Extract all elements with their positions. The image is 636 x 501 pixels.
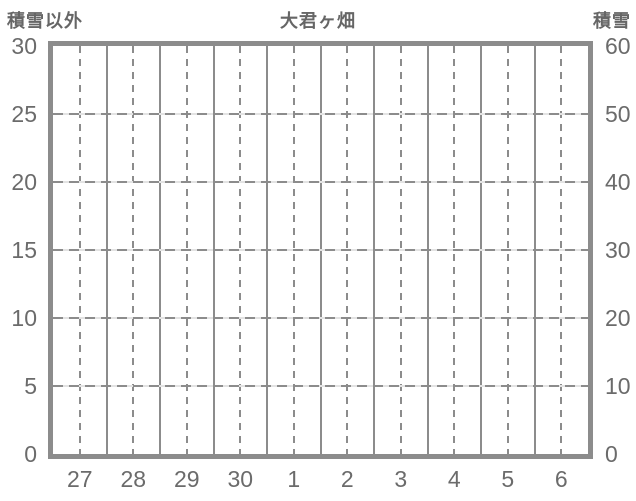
x-tick-label: 5	[501, 466, 515, 492]
x-tick-label: 1	[287, 466, 301, 492]
plot-area	[53, 46, 588, 454]
y-left-tick-label: 25	[11, 101, 37, 127]
y-left-tick-label: 30	[11, 33, 37, 59]
y-left-tick-label: 15	[11, 237, 37, 263]
y-right-tick-label: 50	[605, 101, 631, 127]
y-right-tick-label: 0	[605, 441, 618, 467]
y-right-tick-label: 20	[605, 305, 631, 331]
chart-title: 大君ヶ畑	[280, 11, 356, 31]
y-left-tick-label: 5	[24, 373, 37, 399]
x-tick-label: 28	[120, 466, 147, 492]
y-left-tick-label: 10	[11, 305, 37, 331]
plot-frame	[48, 41, 593, 459]
x-tick-label: 27	[66, 466, 93, 492]
h-gridline	[53, 181, 588, 183]
y-right-tick-label: 10	[605, 373, 631, 399]
x-tick-label: 6	[554, 466, 568, 492]
y-right-tick-label: 40	[605, 169, 631, 195]
y-right-tick-label: 30	[605, 237, 631, 263]
h-gridline	[53, 317, 588, 319]
h-gridline	[53, 113, 588, 115]
x-tick-label: 3	[394, 466, 408, 492]
x-tick-label: 4	[447, 466, 461, 492]
x-tick-label: 30	[227, 466, 254, 492]
x-tick-label: 2	[340, 466, 354, 492]
y-right-tick-label: 60	[605, 33, 631, 59]
right-axis-title: 積雪	[593, 11, 631, 31]
y-left-tick-label: 20	[11, 169, 37, 195]
y-left-tick-label: 0	[24, 441, 37, 467]
left-axis-title: 積雪以外	[7, 11, 83, 31]
h-gridline	[53, 385, 588, 387]
x-tick-label: 29	[173, 466, 200, 492]
h-gridline	[53, 249, 588, 251]
